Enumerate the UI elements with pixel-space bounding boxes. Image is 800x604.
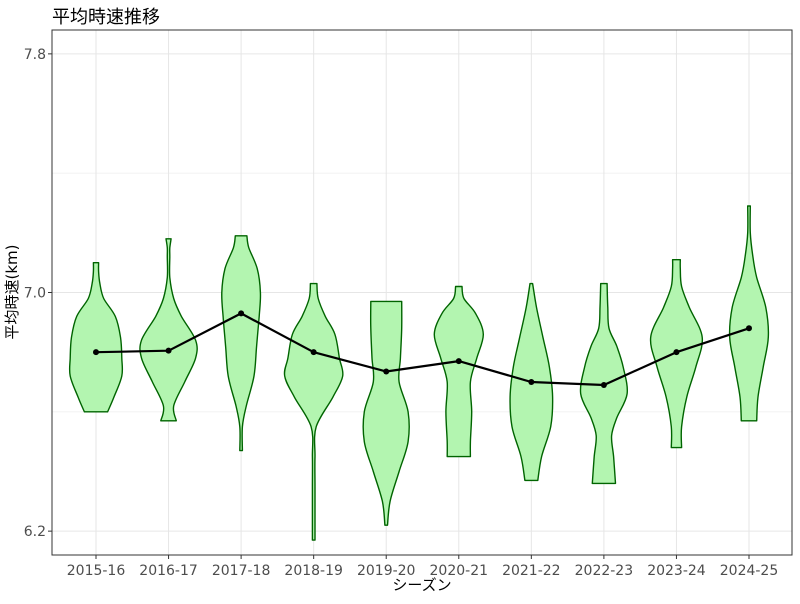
x-tick-label: 2019-20 — [357, 563, 416, 579]
y-tick-label: 6.2 — [24, 524, 46, 540]
axis-layer: 6.2 7.0 7.8 2015-16 2016-17 2017-18 2018-19 201… — [24, 47, 779, 579]
y-axis-label: 平均時速(km) — [3, 244, 21, 339]
series-point-2024-25 — [746, 325, 752, 332]
violin-2016-17 — [139, 238, 198, 422]
x-tick-label: 2022-23 — [575, 563, 634, 579]
x-tick-label: 2021-22 — [502, 563, 561, 579]
series-point-2021-22 — [528, 378, 535, 385]
series-point-2018-19 — [310, 349, 317, 356]
violin-2020-21 — [433, 285, 485, 458]
x-tick-label: 2023-24 — [647, 563, 706, 579]
plot-border — [51, 29, 793, 556]
x-tick-label: 2017-18 — [212, 563, 271, 579]
chart-title: 平均時速推移 — [52, 7, 160, 28]
x-axis-label: シーズン — [392, 576, 451, 594]
series-point-2015-16 — [93, 349, 99, 356]
x-tick-label: 2018-19 — [284, 563, 343, 579]
y-tick-label: 7.8 — [24, 47, 46, 63]
y-tick-label: 7.0 — [24, 286, 46, 302]
series-point-2020-21 — [455, 358, 462, 365]
violin-2018-19 — [283, 282, 344, 541]
x-tick-label: 2016-17 — [139, 563, 198, 579]
series-point-2016-17 — [165, 347, 172, 354]
violin-2024-25 — [728, 205, 770, 422]
x-tick-label: 2024-25 — [720, 563, 779, 579]
series-point-2023-24 — [673, 349, 680, 356]
line-layer — [93, 310, 752, 388]
series-point-2017-18 — [238, 310, 245, 317]
violin-2015-16 — [68, 262, 124, 413]
violin-2017-18 — [221, 235, 262, 452]
series-point-2022-23 — [600, 381, 607, 388]
series-point-2019-20 — [383, 368, 390, 375]
series-line — [95, 312, 750, 387]
violin-2019-20 — [362, 300, 410, 526]
violin-layer — [68, 205, 770, 541]
x-tick-label: 2020-21 — [430, 563, 489, 579]
x-tick-label: 2015-16 — [67, 563, 126, 579]
